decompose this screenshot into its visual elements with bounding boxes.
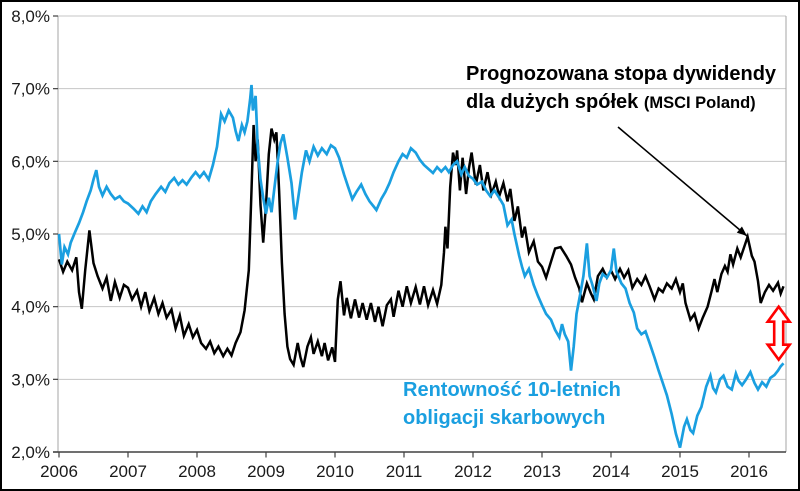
x-axis-label: 2010	[316, 462, 354, 481]
dividend-series-label-line1: Prognozowana stopa dywidendy	[466, 63, 777, 85]
y-axis-label: 4,0%	[11, 298, 50, 317]
dividend-series-label-suffix: (MSCI Poland)	[643, 94, 756, 112]
bond-yield-line	[57, 84, 785, 448]
x-axis-label: 2014	[592, 462, 630, 481]
dividend-yield-line	[57, 124, 785, 369]
y-axis-label: 2,0%	[11, 443, 50, 462]
x-axis-label: 2009	[247, 462, 285, 481]
y-axis-label: 3,0%	[11, 370, 50, 389]
x-axis-label: 2006	[40, 462, 78, 481]
x-axis-label: 2007	[109, 462, 147, 481]
x-axis-label: 2011	[386, 462, 423, 481]
y-axis-label: 6,0%	[11, 152, 50, 171]
y-axis-label: 5,0%	[11, 225, 50, 244]
y-axis-label: 7,0%	[11, 80, 50, 99]
bond-series-label: Rentowność 10-letnich obligacji skarbowy…	[403, 376, 621, 432]
x-axis-label: 2013	[523, 462, 561, 481]
pointer-arrow	[617, 126, 748, 237]
x-axis-label: 2008	[178, 462, 216, 481]
bond-series-label-line2: obligacji skarbowych	[403, 407, 606, 429]
x-axis-label: 2016	[730, 462, 768, 481]
dividend-series-label: Prognozowana stopa dywidendy dla dużych …	[466, 60, 776, 117]
y-axis-label: 8,0%	[11, 7, 50, 26]
x-axis-label: 2015	[661, 462, 699, 481]
gap-arrow	[765, 304, 793, 362]
dividend-series-label-line2: dla dużych spółek (MSCI Poland)	[466, 91, 756, 113]
pointer-arrowhead	[736, 226, 747, 236]
x-axis-label: 2012	[454, 462, 492, 481]
bond-series-label-line1: Rentowność 10-letnich	[403, 379, 621, 401]
